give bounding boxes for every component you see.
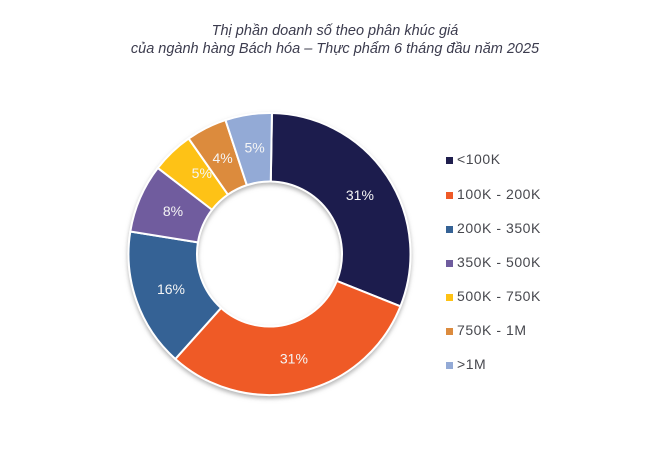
- svg-text:5%: 5%: [244, 140, 264, 156]
- svg-text:31%: 31%: [280, 351, 308, 367]
- svg-text:4%: 4%: [212, 150, 232, 166]
- svg-text:31%: 31%: [346, 187, 374, 203]
- svg-text:5%: 5%: [192, 165, 212, 181]
- svg-text:16%: 16%: [157, 281, 185, 297]
- svg-text:8%: 8%: [163, 203, 183, 219]
